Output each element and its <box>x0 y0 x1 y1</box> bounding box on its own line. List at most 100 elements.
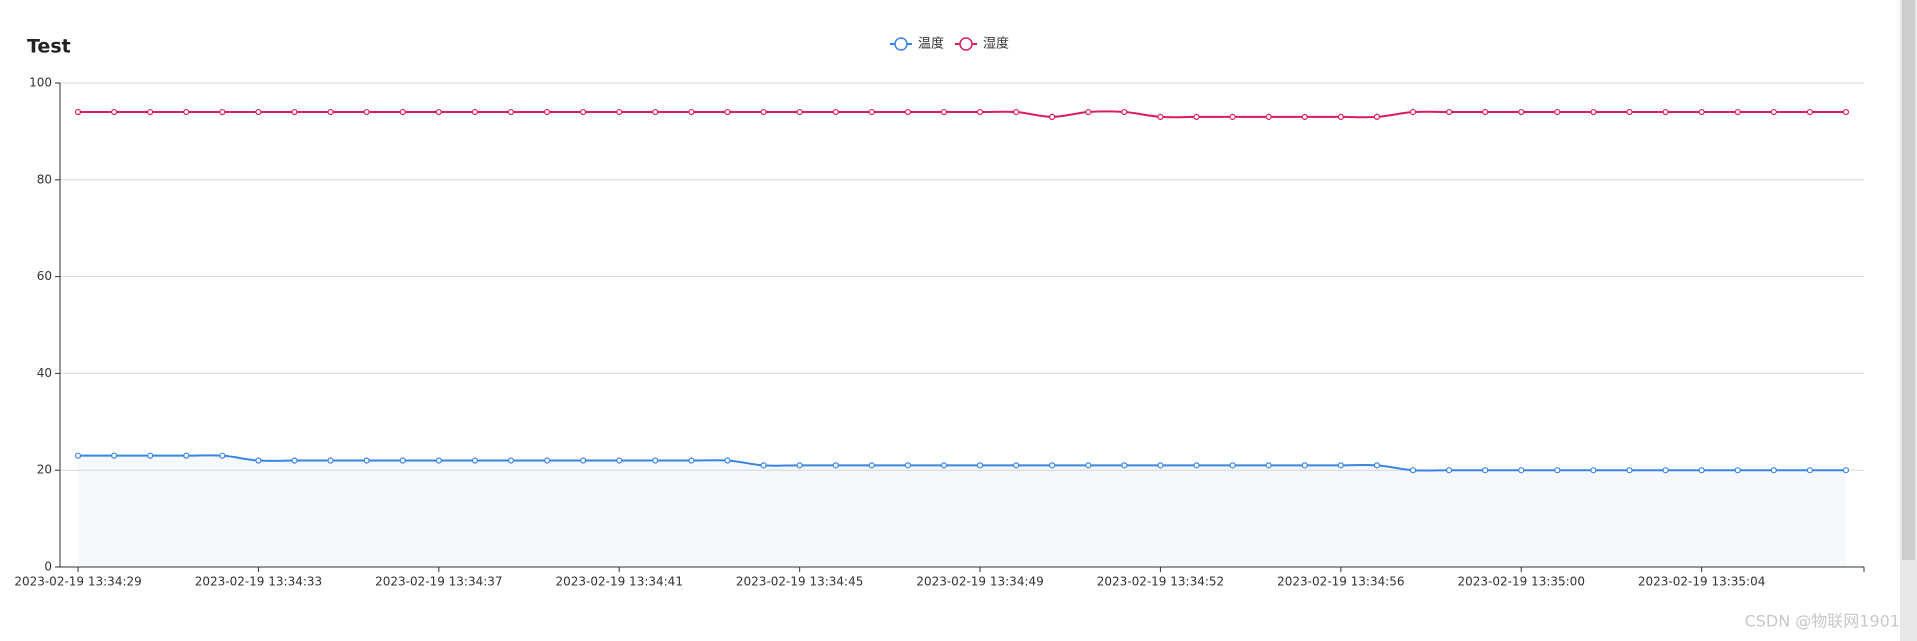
x-tick-label: 2023-02-19 13:35:04 <box>1638 575 1765 589</box>
point <box>724 457 731 464</box>
point <box>1698 108 1705 116</box>
point <box>760 462 767 469</box>
point <box>1301 462 1308 469</box>
point <box>507 457 515 464</box>
point <box>652 108 659 116</box>
x-tick-label: 2023-02-19 13:34:52 <box>1097 575 1224 589</box>
point <box>580 457 587 464</box>
x-tick-label: 2023-02-19 13:34:33 <box>195 575 322 589</box>
point <box>1626 108 1633 116</box>
point <box>1049 462 1056 469</box>
legend-marker <box>894 37 908 51</box>
point <box>1013 108 1020 116</box>
point <box>688 108 695 116</box>
point <box>904 462 911 469</box>
point <box>832 108 839 116</box>
point <box>580 108 587 116</box>
point <box>1662 108 1669 116</box>
point <box>1734 467 1741 474</box>
point <box>1229 113 1236 120</box>
point <box>796 108 803 116</box>
point <box>1842 467 1850 474</box>
y-tick-label: 20 <box>37 463 52 477</box>
watermark: CSDN @物联网1901 <box>1745 612 1900 631</box>
point <box>1590 108 1597 116</box>
point <box>796 462 803 469</box>
point <box>1409 108 1417 116</box>
point <box>724 108 731 116</box>
point <box>868 108 875 116</box>
point <box>616 108 623 116</box>
point <box>363 457 370 464</box>
point <box>291 108 298 116</box>
point <box>1337 462 1344 469</box>
point <box>1518 108 1525 116</box>
point <box>1157 113 1164 120</box>
point <box>1409 467 1417 474</box>
point <box>1445 467 1453 474</box>
x-tick-label: 2023-02-19 13:34:37 <box>375 575 502 589</box>
point <box>1482 467 1489 474</box>
point <box>219 452 226 459</box>
point <box>111 108 118 116</box>
point <box>327 108 334 116</box>
y-tick-label: 100 <box>29 76 52 90</box>
point <box>1049 113 1056 120</box>
point <box>1301 113 1308 120</box>
x-tick-label: 2023-02-19 13:35:00 <box>1458 575 1585 589</box>
point <box>543 108 551 116</box>
point <box>219 108 226 116</box>
point <box>327 457 334 464</box>
point <box>1518 467 1525 474</box>
point <box>688 457 695 464</box>
point <box>652 457 659 464</box>
point <box>1806 108 1813 116</box>
x-tick-label: 2023-02-19 13:34:49 <box>916 575 1043 589</box>
point <box>255 108 262 116</box>
point <box>1121 108 1128 116</box>
point <box>507 108 515 116</box>
point <box>616 457 623 464</box>
point <box>1626 467 1633 474</box>
point <box>1554 108 1561 116</box>
x-tick-label: 2023-02-19 13:34:29 <box>14 575 141 589</box>
point <box>976 108 984 116</box>
point <box>1265 462 1272 469</box>
point <box>74 452 82 459</box>
x-tick-label: 2023-02-19 13:34:56 <box>1277 575 1404 589</box>
point <box>832 462 839 469</box>
legend-label: 温度 <box>918 36 944 52</box>
point <box>1734 108 1741 116</box>
point <box>111 452 118 459</box>
y-tick-label: 60 <box>37 269 52 283</box>
point <box>471 108 479 116</box>
point <box>1085 462 1092 469</box>
point <box>1337 113 1344 120</box>
point <box>1373 462 1381 469</box>
point <box>255 457 262 464</box>
point <box>74 108 82 116</box>
line <box>78 110 1846 119</box>
point <box>543 457 551 464</box>
y-tick-label: 40 <box>37 366 52 380</box>
chart-title: Test <box>27 36 71 58</box>
point <box>399 457 406 464</box>
point <box>1013 462 1020 469</box>
point <box>183 452 190 459</box>
point <box>1554 467 1561 474</box>
point <box>399 108 406 116</box>
point <box>1445 108 1453 116</box>
y-tick-label: 0 <box>44 560 52 574</box>
point <box>1842 108 1850 116</box>
legend-marker <box>959 37 973 51</box>
point <box>435 108 442 116</box>
point <box>435 457 442 464</box>
point <box>760 108 767 116</box>
point <box>1229 462 1236 469</box>
legend-label: 湿度 <box>983 36 1009 52</box>
y-tick-label: 80 <box>37 172 52 186</box>
point <box>1770 467 1777 474</box>
point <box>1698 467 1705 474</box>
point <box>291 457 298 464</box>
